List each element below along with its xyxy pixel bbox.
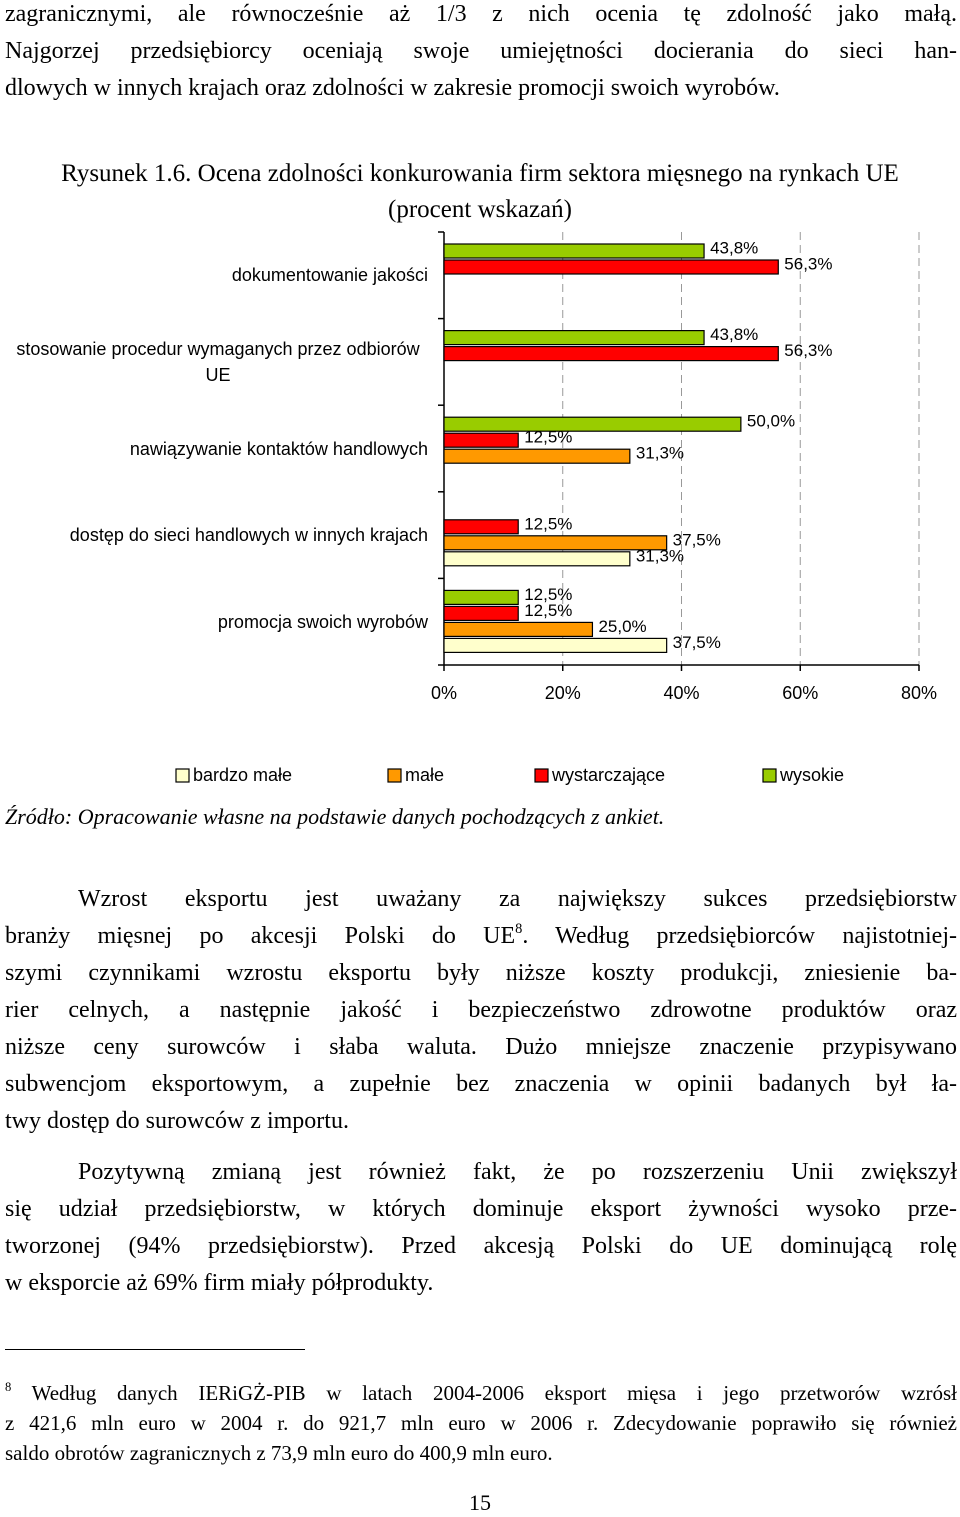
chart: 0% 20% 40% 60% 80% 56,3% 43,8% 56,3% 43,8% 31,3% 1… <box>175 231 937 785</box>
legend-label: wystarczające <box>551 765 665 785</box>
x-tick-label: 60% <box>782 683 818 703</box>
text: . Według przedsiębiorców najistotniej- <box>522 923 957 949</box>
bar <box>443 519 519 535</box>
intro-paragraph: zagranicznymi, ale równocześnie aż 1/3 z… <box>5 0 957 107</box>
bar <box>443 551 631 567</box>
legend-swatch <box>387 768 402 783</box>
text-line: 8 Według danych IERiGŻ-PIB w latach 2004… <box>5 1378 957 1408</box>
text-line: Pozytywną zmianą jest również fakt, że p… <box>78 1159 957 1185</box>
bar <box>443 637 668 654</box>
bar <box>443 605 519 622</box>
text: Według danych IERiGŻ-PIB w latach 2004-2… <box>11 1381 957 1405</box>
text-line: saldo obrotów zagranicznych z 73,9 mln e… <box>5 1441 553 1465</box>
paragraph: Wzrost eksportu jest uważany za najwięks… <box>5 881 957 1140</box>
bar <box>443 589 519 606</box>
value-label: 25,0% <box>598 617 646 636</box>
paragraph: Pozytywną zmianą jest również fakt, że p… <box>5 1154 957 1302</box>
text-line: dlowych w innych krajach oraz zdolności … <box>5 75 780 101</box>
y-tick-label: dokumentowanie jakości <box>231 265 428 286</box>
bar <box>443 448 631 464</box>
value-label: 56,3% <box>784 341 832 360</box>
value-label: 12,5% <box>524 601 572 620</box>
footnote-number: 8 <box>5 1380 12 1395</box>
legend-label: małe <box>405 765 444 785</box>
x-tick-label: 40% <box>663 683 699 703</box>
legend-label: bardzo małe <box>193 765 292 785</box>
bar <box>443 535 668 551</box>
bar <box>443 416 742 432</box>
value-label: 12,5% <box>524 585 572 604</box>
value-label: 12,5% <box>524 428 572 447</box>
chart-title: Rysunek 1.6. Ocena zdolności konkurowani… <box>61 160 899 223</box>
bar <box>443 346 779 362</box>
text-line: tworzonej (94% przedsiębiorstw). Przed a… <box>5 1233 957 1259</box>
bar <box>443 621 594 638</box>
x-tick-label: 80% <box>901 683 937 703</box>
value-label: 56,3% <box>784 254 832 273</box>
bar <box>443 259 779 275</box>
y-tick-label: nawiązywanie kontaktów handlowych <box>129 438 428 459</box>
y-tick-label: promocja swoich wyrobów <box>217 611 428 632</box>
text-line: branży mięsnej po akcesji Polski do UE8.… <box>5 918 957 955</box>
legend-swatch <box>762 768 777 783</box>
text-line: Wzrost eksportu jest uważany za najwięks… <box>78 886 957 912</box>
text-line: w eksporcie aż 69% firm miały półprodukt… <box>5 1270 434 1296</box>
x-tick-label: 0% <box>431 683 457 703</box>
x-tick-label: 20% <box>545 683 581 703</box>
text-line: rier celnych, a następnie jakość i bezpi… <box>5 997 957 1023</box>
value-label: 37,5% <box>673 530 721 549</box>
y-tick-label: stosowanie procedur wymaganych przez odb… <box>16 338 420 385</box>
value-label: 37,5% <box>673 633 721 652</box>
value-label: 50,0% <box>747 412 795 431</box>
value-label: 31,3% <box>636 444 684 463</box>
text: branży mięsnej po akcesji Polski do UE <box>5 923 516 949</box>
text-line: z 421,6 mln euro w 2004 r. do 921,7 mln … <box>5 1411 957 1435</box>
footnote-ref: 8 <box>515 920 523 937</box>
text-line: niższe ceny surowców i słaba waluta. Duż… <box>5 1034 957 1060</box>
text-line: subwencjom eksportowym, a zupełnie bez z… <box>5 1071 957 1097</box>
footnote: 8 Według danych IERiGŻ-PIB w latach 2004… <box>5 1378 957 1468</box>
value-label: 31,3% <box>636 546 684 565</box>
legend-label: wysokie <box>779 765 844 785</box>
text-line: twy dostęp do surowców z importu. <box>5 1108 349 1134</box>
y-tick-label: dostęp do sieci handlowych w innych kraj… <box>69 525 428 546</box>
value-label: 43,8% <box>710 238 758 257</box>
text-line: szymi czynnikami wzrostu eksportu były n… <box>5 960 957 986</box>
source-note: Źródło: Opracowanie własne na podstawie … <box>5 804 665 829</box>
value-label: 43,8% <box>710 325 758 344</box>
value-label: 12,5% <box>524 514 572 533</box>
bar <box>443 330 705 346</box>
footnote-rule <box>5 1349 305 1350</box>
text-line: zagranicznymi, ale równocześnie aż 1/3 z… <box>5 1 957 27</box>
bar <box>443 243 705 259</box>
bar <box>443 432 519 448</box>
text-line: się udział przedsiębiorstw, w których do… <box>5 1196 957 1222</box>
text-line: Najgorzej przedsiębiorcy oceniają swoje … <box>5 38 957 64</box>
legend-swatch <box>175 768 190 783</box>
legend-swatch <box>534 768 549 783</box>
page-number: 15 <box>469 1490 491 1515</box>
